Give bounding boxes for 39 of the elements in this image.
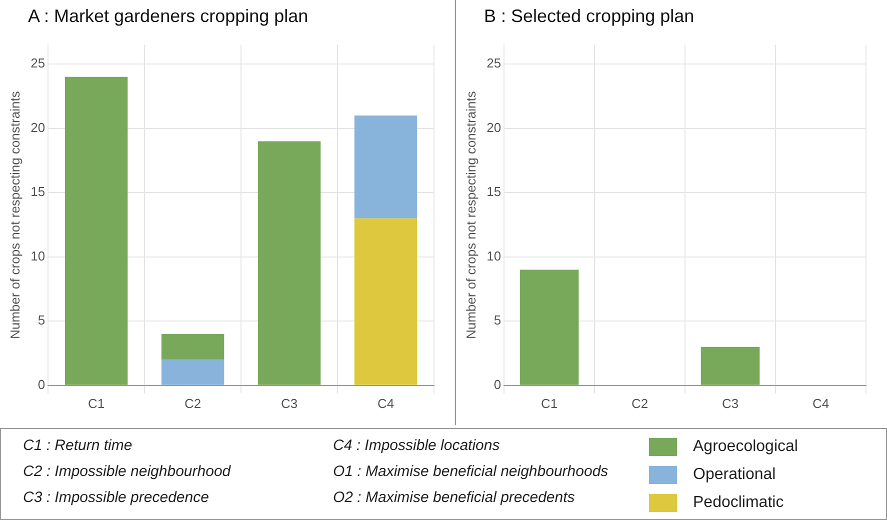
x-tick-label: C3 [722, 396, 739, 411]
y-tick-label: 20 [30, 120, 46, 135]
x-tick-label: C1 [88, 396, 105, 411]
x-tick-label: C2 [184, 396, 202, 411]
bar [64, 76, 128, 385]
text: C4 : Impossible locations [333, 437, 501, 456]
bar [161, 334, 224, 360]
x-tick-label: C3 [280, 396, 298, 411]
legend-label: Operational [693, 466, 776, 484]
y-tick-label: 15 [486, 184, 502, 200]
y-tick-label: 0 [494, 376, 502, 392]
y-tick-label: 10 [486, 248, 502, 264]
y-tick-label: 15 [30, 184, 46, 200]
chart-title: A : Market gardeners cropping plan [28, 6, 308, 27]
text: C2 : Impossible neighbourhood [23, 463, 232, 482]
text: C1 : Return time [23, 437, 134, 456]
y-axis-title: Number of crops not respecting constraints [463, 90, 478, 340]
x-tick-label: C4 [377, 396, 394, 411]
y-tick-label: 0 [38, 376, 46, 392]
y-tick-label: 20 [486, 120, 502, 135]
bar [258, 141, 321, 385]
text: C3 : Impossible precedence [23, 489, 210, 508]
x-tick-label: C4 [812, 396, 830, 411]
text: O2 : Maximise beneficial precedents [333, 489, 576, 508]
y-axis-title: Number of crops not respecting constraints [7, 90, 22, 340]
chart-title: B : Selected cropping plan [484, 6, 694, 27]
bar [161, 360, 224, 385]
text: O1 : Maximise beneficial neighbourhoods [333, 463, 610, 482]
bar [354, 218, 418, 385]
y-tick-label: 10 [30, 248, 46, 264]
y-tick-label: 25 [486, 56, 502, 71]
y-tick-label: 5 [38, 312, 46, 328]
legend-label: Pedoclimatic [693, 494, 784, 512]
bar [354, 115, 418, 218]
y-tick-label: 25 [30, 56, 46, 71]
x-tick-label: C2 [631, 396, 648, 411]
x-tick-label: C1 [540, 396, 558, 411]
legend-label: Agroecological [693, 438, 798, 456]
y-tick-label: 5 [494, 312, 502, 328]
